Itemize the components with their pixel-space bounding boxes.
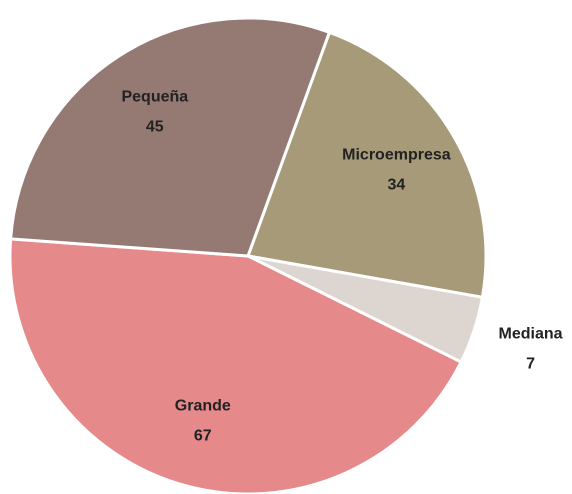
slice-value: 67: [194, 428, 212, 445]
pie-slice: [8, 237, 464, 494]
slice-label: Microempresa: [342, 147, 451, 164]
slice-label: Grande: [175, 398, 231, 415]
slice-value: 45: [146, 118, 164, 135]
slice-value: 34: [388, 177, 406, 194]
pie-slice: [245, 30, 488, 300]
slice-value: 7: [526, 355, 535, 372]
slice-label: Mediana: [499, 325, 563, 342]
pie-slice: [9, 16, 332, 258]
slice-label: Pequeña: [121, 88, 188, 105]
